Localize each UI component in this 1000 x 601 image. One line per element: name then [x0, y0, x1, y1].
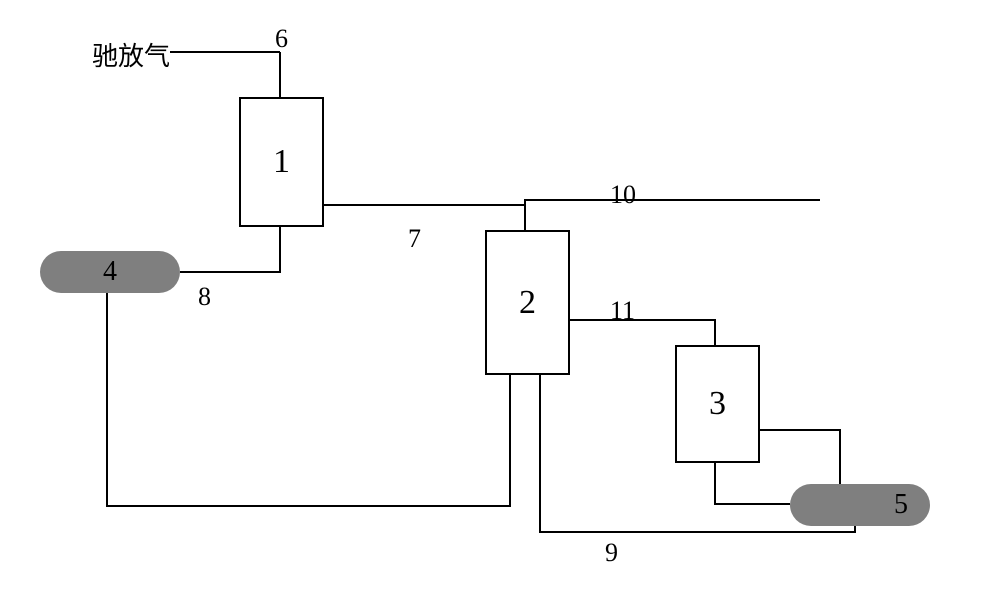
edge-label-6: 6 — [275, 24, 288, 54]
unit-box-3: 3 — [675, 345, 760, 463]
wire-w_p4_bottom_to_b2_bottom — [107, 293, 510, 506]
wire-w_b2_top_to_10 — [525, 200, 820, 230]
wire-w_b3_bottom_to_p5_left — [715, 463, 790, 504]
unit-box-1-label: 1 — [273, 143, 290, 181]
process-diagram: 1 2 3 4 5 驰放气 6 7 8 9 10 11 — [0, 0, 1000, 601]
tank-pill-4-label: 4 — [103, 256, 117, 288]
wire-w_b2_right_to_b3_11 — [570, 320, 715, 345]
tank-pill-4: 4 — [40, 251, 180, 293]
edge-label-8: 8 — [198, 282, 211, 312]
unit-box-2-label: 2 — [519, 284, 536, 322]
edge-label-11: 11 — [610, 296, 635, 326]
wire-w_b3_right_down_to_p5 — [760, 430, 840, 484]
edge-label-9: 9 — [605, 538, 618, 568]
edge-label-7: 7 — [408, 224, 421, 254]
tank-pill-5-label: 5 — [894, 489, 930, 521]
wire-w_b1_bottom_to_p4_8 — [180, 227, 280, 272]
wire-w_b1_right_to_b2_top_7 — [324, 205, 525, 230]
unit-box-1: 1 — [239, 97, 324, 227]
unit-box-2: 2 — [485, 230, 570, 375]
purge-gas-label: 驰放气 — [92, 36, 170, 73]
edge-label-10: 10 — [610, 180, 636, 210]
tank-pill-5: 5 — [790, 484, 930, 526]
unit-box-3-label: 3 — [709, 385, 726, 423]
